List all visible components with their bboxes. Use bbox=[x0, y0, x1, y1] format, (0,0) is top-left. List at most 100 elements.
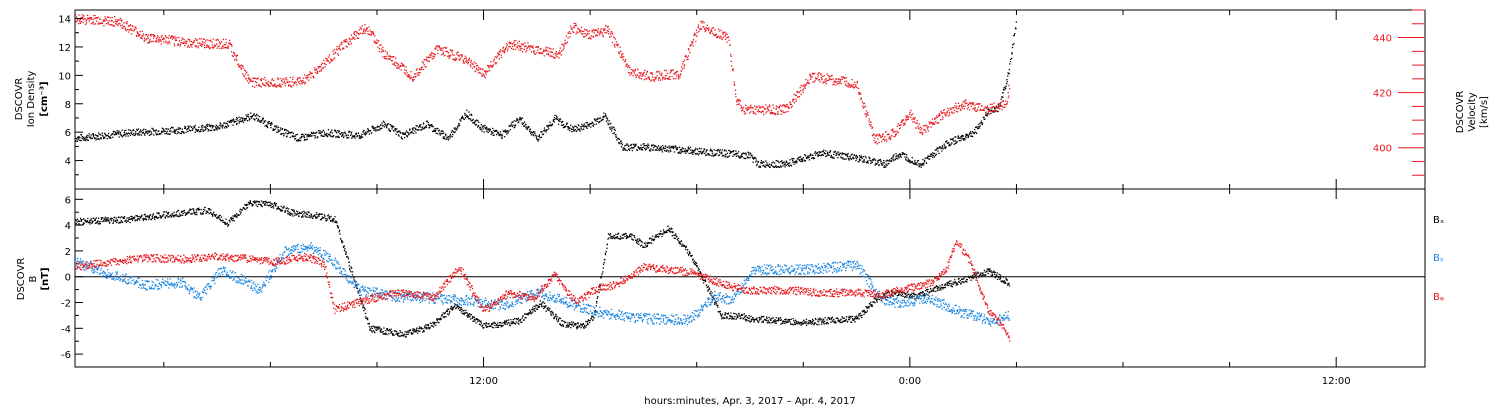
data-point bbox=[823, 81, 825, 83]
data-point bbox=[932, 156, 934, 158]
data-point bbox=[80, 21, 83, 23]
data-point bbox=[693, 150, 695, 152]
data-point bbox=[905, 159, 907, 161]
data-point bbox=[923, 159, 926, 162]
data-point bbox=[793, 102, 796, 104]
data-point bbox=[898, 153, 901, 155]
data-point bbox=[286, 129, 288, 132]
data-point bbox=[902, 123, 905, 125]
data-point bbox=[399, 330, 401, 332]
data-point bbox=[145, 132, 147, 134]
data-point bbox=[798, 96, 800, 98]
data-point bbox=[517, 119, 519, 121]
data-point bbox=[173, 211, 175, 213]
data-point bbox=[246, 115, 248, 117]
data-point bbox=[460, 120, 462, 122]
data-point bbox=[504, 48, 506, 51]
data-point bbox=[937, 150, 939, 152]
data-point bbox=[740, 104, 742, 107]
data-point bbox=[694, 149, 696, 152]
data-point bbox=[643, 145, 645, 147]
data-point bbox=[388, 330, 390, 332]
data-point bbox=[434, 54, 436, 56]
data-point bbox=[434, 128, 436, 130]
data-point bbox=[130, 33, 133, 35]
data-point bbox=[897, 132, 900, 134]
data-point bbox=[206, 39, 208, 41]
data-point bbox=[375, 326, 377, 328]
data-point bbox=[219, 47, 221, 50]
data-point bbox=[222, 219, 224, 221]
data-point bbox=[215, 214, 217, 216]
data-point bbox=[316, 213, 318, 216]
data-point bbox=[130, 133, 133, 135]
data-point bbox=[473, 122, 476, 125]
data-point bbox=[274, 202, 276, 204]
data-point bbox=[618, 142, 620, 144]
data-point bbox=[655, 77, 657, 80]
data-point bbox=[648, 150, 651, 152]
data-point bbox=[924, 125, 926, 127]
data-point bbox=[865, 115, 867, 118]
data-point bbox=[425, 66, 427, 68]
data-point bbox=[475, 124, 477, 126]
data-point bbox=[271, 122, 273, 124]
data-point bbox=[457, 54, 459, 57]
data-point bbox=[567, 128, 569, 130]
data-point bbox=[747, 106, 749, 108]
data-point bbox=[151, 216, 153, 218]
data-point bbox=[681, 68, 684, 70]
data-point bbox=[979, 109, 981, 111]
data-point bbox=[254, 77, 256, 79]
data-point bbox=[591, 29, 593, 32]
data-point bbox=[327, 59, 329, 61]
data-point bbox=[310, 131, 312, 134]
data-point bbox=[136, 129, 138, 131]
data-point bbox=[700, 20, 702, 23]
data-point bbox=[642, 73, 644, 75]
data-point bbox=[429, 124, 431, 126]
data-point bbox=[683, 151, 685, 153]
data-point bbox=[500, 135, 502, 137]
data-point bbox=[866, 161, 868, 163]
data-point bbox=[828, 75, 831, 77]
tick-label: 2 bbox=[65, 247, 71, 258]
data-point bbox=[968, 102, 971, 104]
data-point bbox=[477, 126, 479, 128]
data-point bbox=[1003, 87, 1005, 89]
data-point bbox=[408, 330, 410, 332]
data-point bbox=[667, 150, 669, 152]
data-point bbox=[290, 212, 292, 215]
data-point bbox=[901, 121, 903, 123]
data-point bbox=[458, 58, 460, 60]
data-point bbox=[241, 117, 243, 119]
data-point bbox=[732, 68, 734, 70]
data-point bbox=[800, 84, 802, 87]
data-point bbox=[935, 121, 937, 123]
data-point bbox=[121, 136, 124, 138]
data-point bbox=[129, 218, 132, 220]
data-point bbox=[921, 133, 924, 136]
data-point bbox=[165, 215, 167, 217]
data-point bbox=[809, 75, 811, 77]
data-point bbox=[432, 126, 434, 128]
data-point bbox=[928, 126, 930, 128]
data-point bbox=[591, 123, 593, 125]
data-point bbox=[665, 69, 667, 72]
data-point bbox=[357, 37, 359, 39]
data-point bbox=[613, 126, 615, 129]
data-point bbox=[504, 130, 506, 132]
data-point bbox=[365, 133, 368, 135]
data-point bbox=[669, 149, 671, 151]
tick-label: 6 bbox=[65, 128, 71, 139]
data-point bbox=[344, 39, 346, 41]
data-point bbox=[104, 133, 106, 136]
data-point bbox=[912, 121, 914, 123]
data-point bbox=[82, 16, 84, 18]
data-point bbox=[496, 132, 499, 134]
data-point bbox=[372, 127, 374, 129]
data-point bbox=[424, 66, 426, 68]
data-point bbox=[321, 131, 323, 133]
data-point bbox=[135, 35, 138, 37]
data-point bbox=[981, 123, 983, 126]
